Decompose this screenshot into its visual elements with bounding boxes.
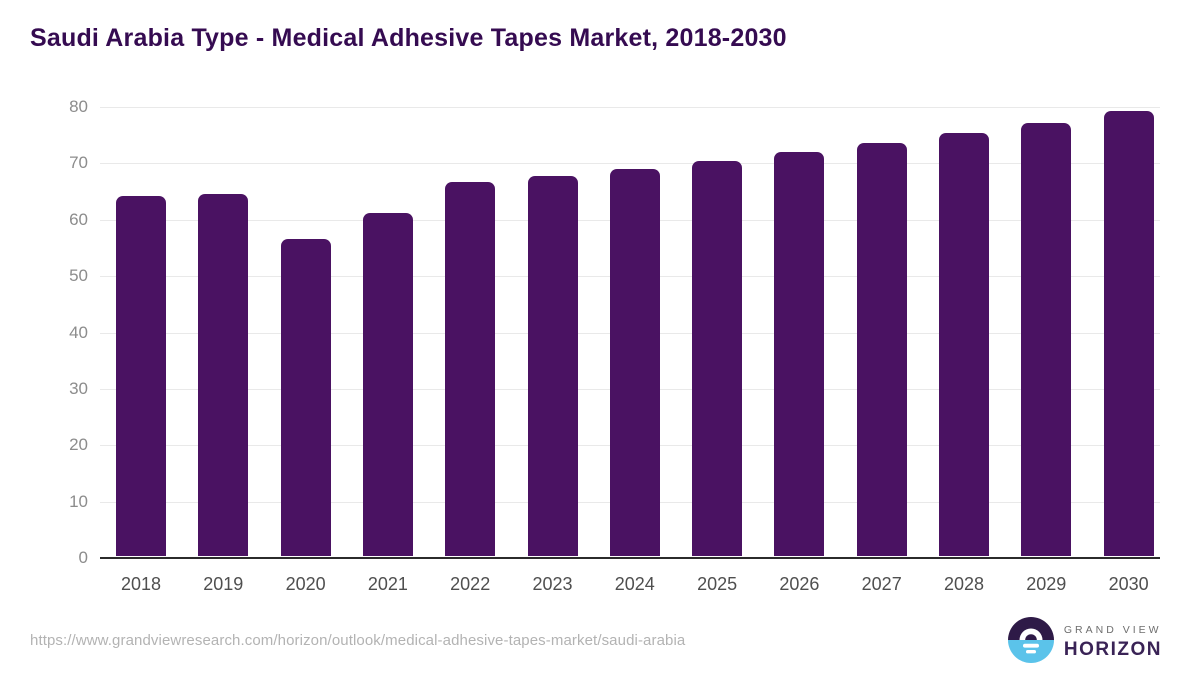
- bar-2030: [1103, 110, 1154, 556]
- y-tick-label-50: 50: [69, 266, 88, 286]
- x-tick-label-2022: 2022: [450, 574, 491, 594]
- bar-2027: [856, 143, 907, 556]
- x-tick-label-2018: 2018: [120, 574, 162, 594]
- x-tick-label-2027: 2027: [861, 574, 902, 594]
- bar-2028: [939, 132, 989, 556]
- x-tick-label-2021: 2021: [367, 574, 408, 594]
- bar-2020: [280, 238, 331, 556]
- y-tick-label-70: 70: [69, 153, 88, 173]
- x-tick-label-2028: 2028: [943, 574, 985, 594]
- x-tick-label-2024: 2024: [614, 574, 655, 594]
- x-tick-label-2023: 2023: [532, 574, 573, 594]
- x-tick-label-2026: 2026: [779, 574, 820, 594]
- chart-title: Saudi Arabia Type - Medical Adhesive Tap…: [30, 24, 787, 52]
- source-url: https://www.grandviewresearch.com/horizo…: [30, 632, 686, 649]
- bar-2029: [1021, 123, 1072, 556]
- logo-product-line: HORIZON: [1063, 639, 1162, 660]
- x-tick-label-2029: 2029: [1026, 574, 1067, 594]
- x-tick-label-2030: 2030: [1108, 574, 1149, 594]
- bar-2022: [445, 181, 496, 556]
- x-tick-label-2019: 2019: [203, 574, 244, 594]
- grand-view-horizon-logo: GRAND VIEW HORIZON: [1007, 617, 1162, 668]
- plot-area: Market Size (US$M) 010203040506070802018…: [69, 98, 1160, 594]
- bar-2021: [362, 213, 413, 556]
- bar-2024: [609, 169, 660, 556]
- horizon-sun-icon: [1007, 617, 1054, 668]
- y-tick-label-40: 40: [69, 322, 88, 342]
- logo-brand-line: GRAND VIEW: [1063, 624, 1162, 636]
- bar-2025: [692, 161, 743, 556]
- x-tick-label-2020: 2020: [285, 574, 326, 594]
- bar-2019: [198, 194, 249, 556]
- y-tick-label-0: 0: [78, 548, 88, 567]
- bar-2026: [774, 151, 825, 556]
- y-tick-label-80: 80: [69, 97, 88, 116]
- gridline-80: [100, 107, 1160, 108]
- bar-2018: [116, 196, 166, 556]
- gridline-70: [100, 163, 1160, 165]
- y-tick-label-30: 30: [69, 378, 88, 398]
- logo-text: GRAND VIEW HORIZON: [1064, 624, 1162, 661]
- y-tick-label-20: 20: [69, 435, 88, 455]
- x-axis-line: [100, 557, 1160, 559]
- x-tick-label-2025: 2025: [697, 574, 738, 594]
- y-tick-label-60: 60: [69, 209, 88, 229]
- bar-2023: [527, 176, 578, 556]
- y-tick-label-10: 10: [69, 491, 88, 511]
